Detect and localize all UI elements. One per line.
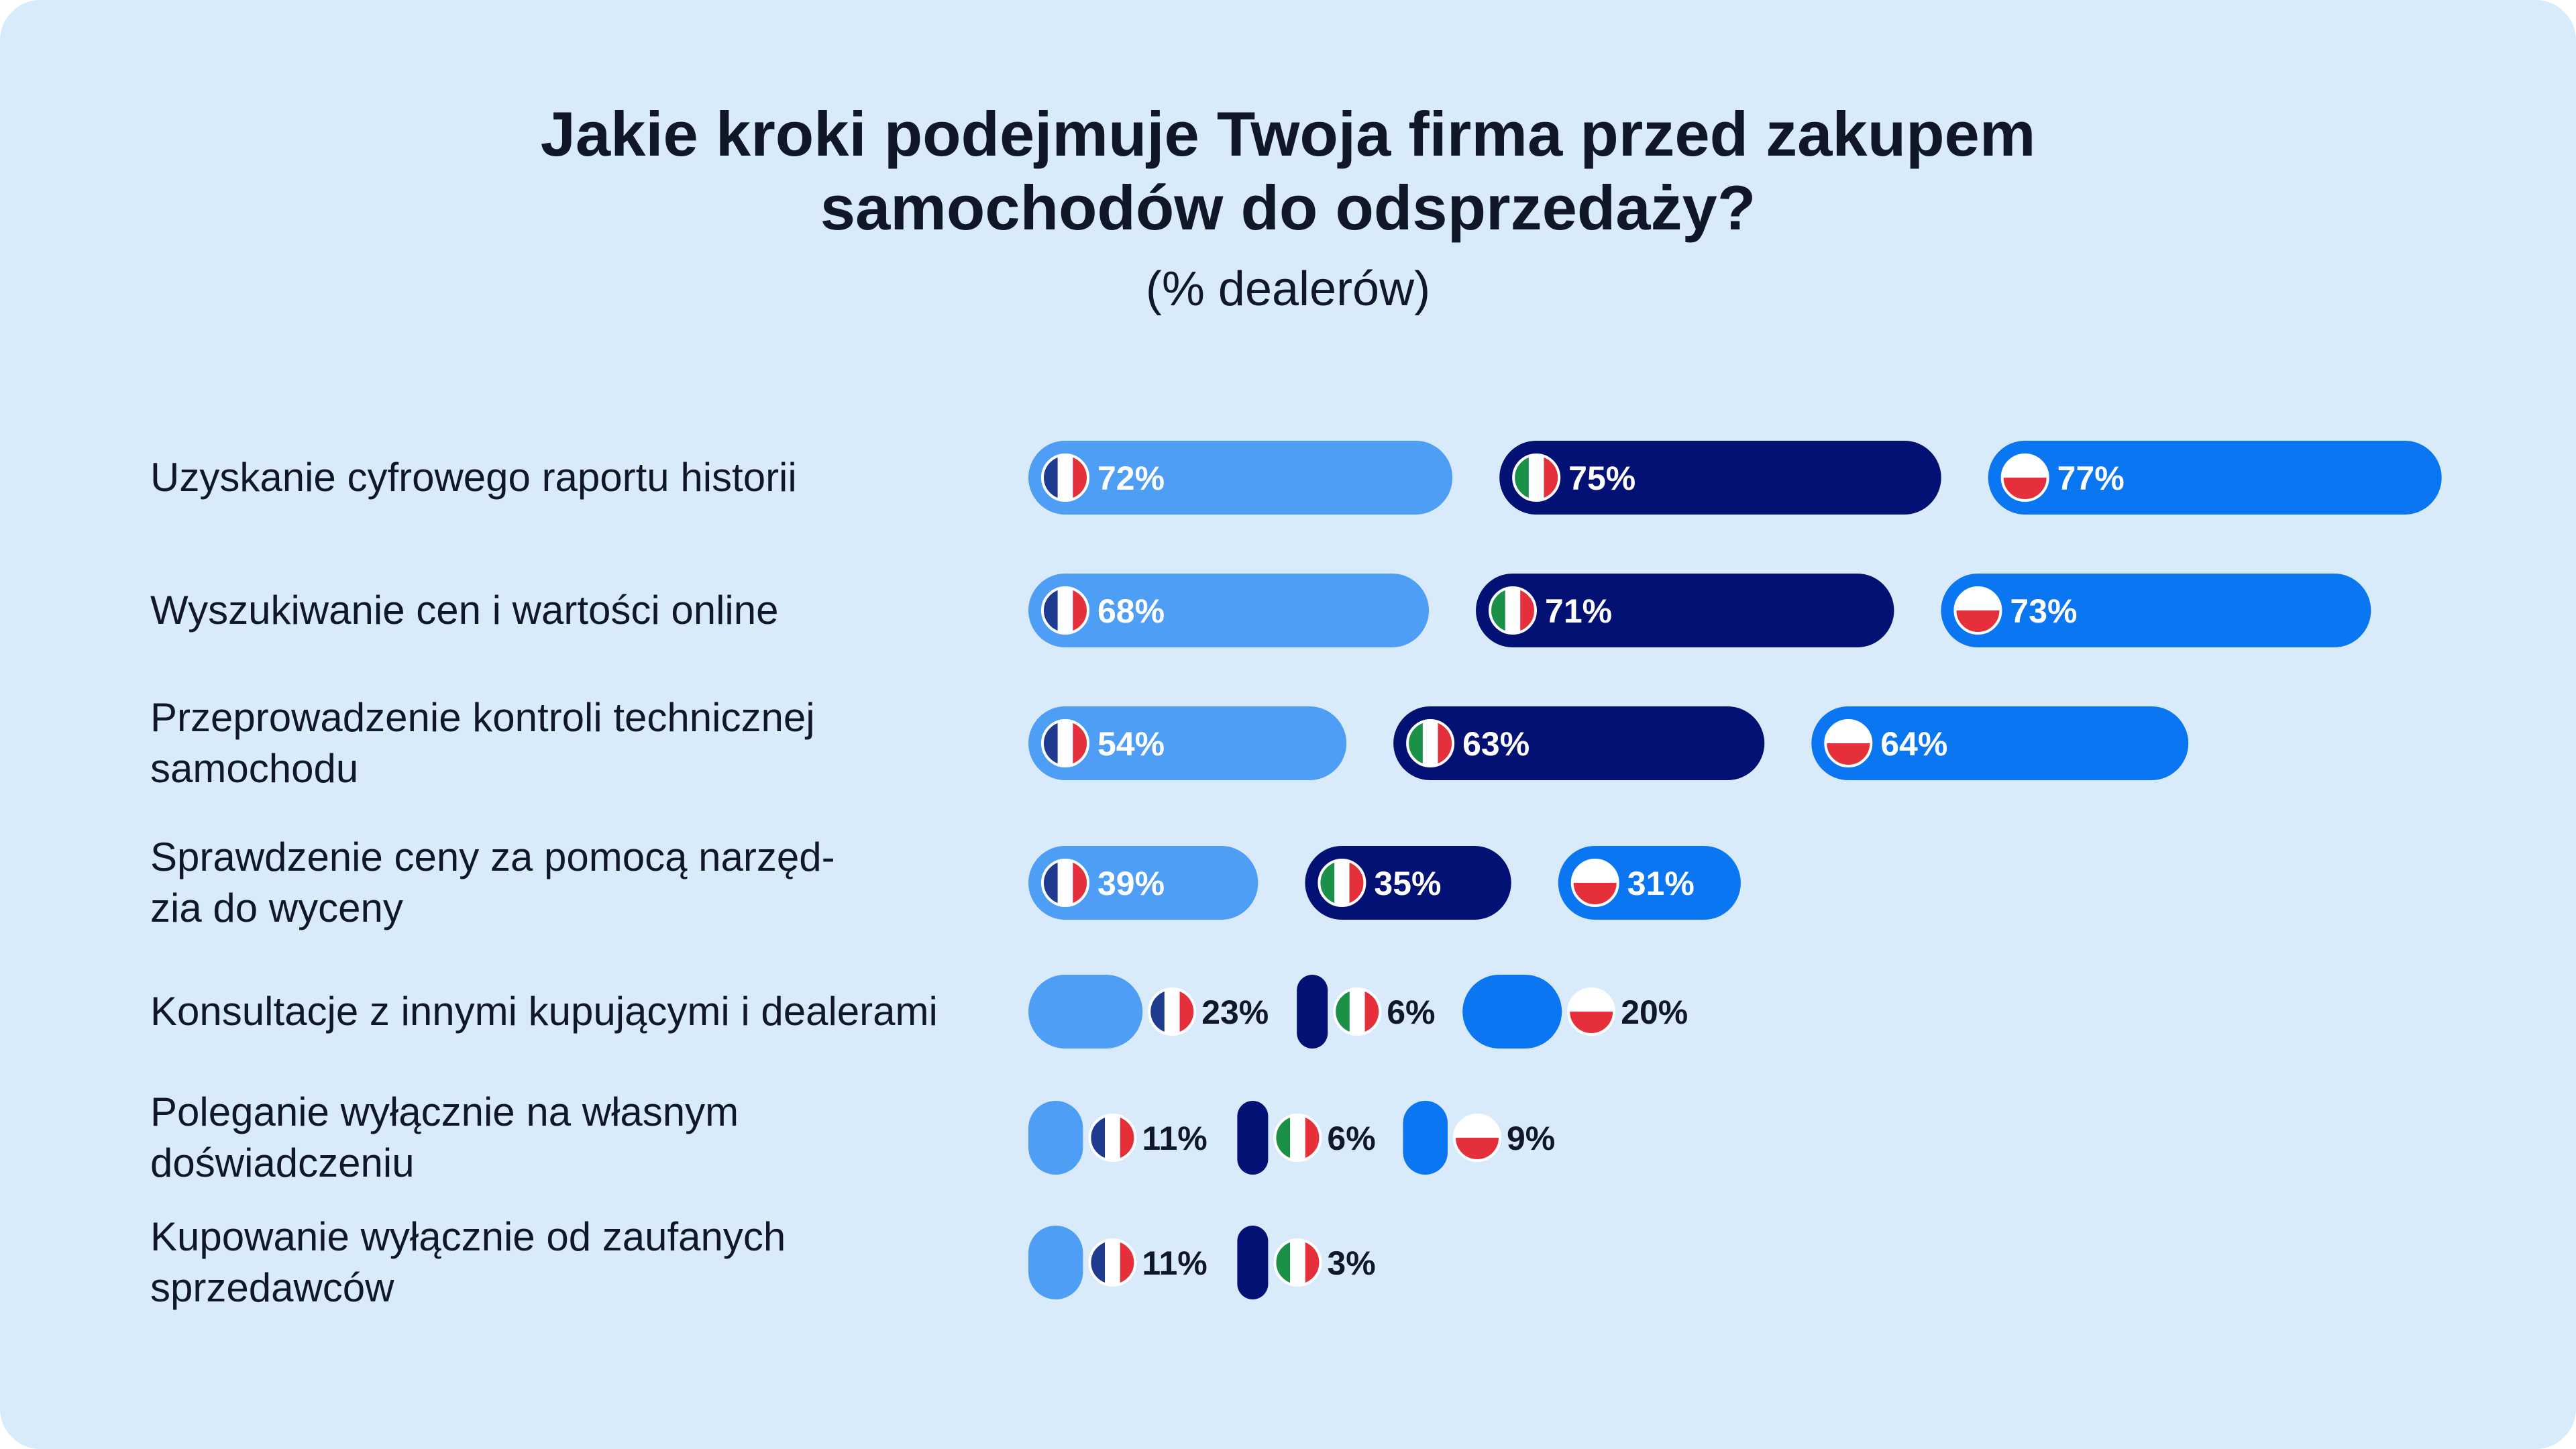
category-label: sprzedawców bbox=[150, 1265, 394, 1310]
data-label: 11% bbox=[1142, 1120, 1207, 1157]
category-label: Uzyskanie cyfrowego raportu historii bbox=[150, 455, 797, 500]
data-label: 23% bbox=[1201, 994, 1269, 1031]
bar bbox=[1941, 574, 2371, 647]
data-label: 11% bbox=[1142, 1244, 1207, 1282]
bar bbox=[1393, 706, 1765, 780]
bar bbox=[1028, 706, 1347, 780]
bar-group: 64% bbox=[1811, 706, 2189, 780]
category-label: Kupowanie wyłącznie od zaufanych bbox=[150, 1214, 786, 1259]
data-label: 68% bbox=[1097, 592, 1165, 630]
bar bbox=[1988, 441, 2442, 515]
bar bbox=[1028, 975, 1143, 1049]
chart-row: Poleganie wyłącznie na własnym doświadcze… bbox=[150, 1089, 1555, 1185]
bar-group: 63% bbox=[1393, 706, 1765, 780]
bar-group: 72% bbox=[1028, 441, 1453, 515]
bar bbox=[1028, 846, 1258, 920]
category-label: samochodu bbox=[150, 746, 358, 791]
bar bbox=[1028, 441, 1453, 515]
bar-group: 77% bbox=[1988, 441, 2442, 515]
bar-group: 39% bbox=[1028, 846, 1258, 920]
chart-rows: Uzyskanie cyfrowego raportu historii 72% 7… bbox=[150, 441, 2442, 1310]
bar bbox=[1499, 441, 1941, 515]
data-label: 3% bbox=[1327, 1244, 1375, 1282]
bar-group: 71% bbox=[1476, 574, 1894, 647]
bar-group: 11% bbox=[1028, 1226, 1208, 1299]
bar bbox=[1028, 1226, 1083, 1299]
chart-row: Kupowanie wyłącznie od zaufanych sprzedaw… bbox=[150, 1214, 1376, 1310]
bar-group: 3% bbox=[1237, 1226, 1376, 1299]
chart-row: Sprawdzenie ceny za pomocą narzęd-zia do… bbox=[150, 835, 1741, 930]
chart-row: Konsultacje z innymi kupującymi i dealer… bbox=[150, 975, 1688, 1049]
chart-subtitle: (% dealerów) bbox=[1146, 262, 1430, 316]
data-label: 73% bbox=[2010, 592, 2077, 630]
data-label: 71% bbox=[1545, 592, 1612, 630]
bar-group: 54% bbox=[1028, 706, 1347, 780]
category-label: Konsultacje z innymi kupującymi i dealer… bbox=[150, 989, 938, 1034]
bar-group: 20% bbox=[1462, 975, 1688, 1049]
bar bbox=[1403, 1101, 1448, 1175]
category-label: doświadczeniu bbox=[150, 1140, 415, 1185]
data-label: 77% bbox=[2057, 460, 2125, 497]
bar bbox=[1237, 1101, 1269, 1175]
data-label: 75% bbox=[1568, 460, 1635, 497]
chart-row: Przeprowadzenie kontroli technicznej samo… bbox=[150, 695, 2189, 791]
bar-group: 35% bbox=[1305, 846, 1511, 920]
data-label: 31% bbox=[1627, 865, 1695, 902]
data-label: 35% bbox=[1374, 865, 1441, 902]
bar-group: 31% bbox=[1558, 846, 1741, 920]
category-label: Poleganie wyłącznie na własnym bbox=[150, 1089, 739, 1134]
category-label: zia do wyceny bbox=[150, 885, 403, 930]
bar-group: 6% bbox=[1237, 1101, 1376, 1175]
data-label: 9% bbox=[1507, 1120, 1555, 1157]
bar-group: 75% bbox=[1499, 441, 1941, 515]
chart-title-line: Jakie kroki podejmuje Twoja firma przed … bbox=[541, 99, 2036, 169]
data-label: 54% bbox=[1097, 725, 1165, 763]
chart-title-line: samochodów do odsprzedaży? bbox=[820, 172, 1756, 243]
data-label: 72% bbox=[1097, 460, 1165, 497]
bar bbox=[1476, 574, 1894, 647]
category-label: Sprawdzenie ceny za pomocą narzęd- bbox=[150, 835, 835, 879]
bar bbox=[1297, 975, 1328, 1049]
data-label: 20% bbox=[1621, 994, 1688, 1031]
category-label: Przeprowadzenie kontroli technicznej bbox=[150, 695, 815, 740]
data-label: 39% bbox=[1097, 865, 1165, 902]
bar bbox=[1462, 975, 1562, 1049]
chart-title: Jakie kroki podejmuje Twoja firma przed … bbox=[541, 99, 2036, 243]
data-label: 6% bbox=[1327, 1120, 1375, 1157]
chart-row: Uzyskanie cyfrowego raportu historii 72% 7… bbox=[150, 441, 2442, 515]
data-label: 64% bbox=[1880, 725, 1947, 763]
chart-row: Wyszukiwanie cen i wartości online 68% 71%… bbox=[150, 574, 2371, 647]
bar bbox=[1811, 706, 2189, 780]
bar-group: 23% bbox=[1028, 975, 1269, 1049]
category-label: Wyszukiwanie cen i wartości online bbox=[150, 588, 779, 633]
data-label: 63% bbox=[1462, 725, 1529, 763]
bar-group: 11% bbox=[1028, 1101, 1208, 1175]
data-label: 6% bbox=[1387, 994, 1435, 1031]
bar bbox=[1028, 574, 1430, 647]
bar bbox=[1237, 1226, 1269, 1299]
bar-group: 6% bbox=[1297, 975, 1435, 1049]
bar-group: 9% bbox=[1403, 1101, 1555, 1175]
bar-group: 73% bbox=[1941, 574, 2371, 647]
bar-group: 68% bbox=[1028, 574, 1430, 647]
bar bbox=[1028, 1101, 1083, 1175]
